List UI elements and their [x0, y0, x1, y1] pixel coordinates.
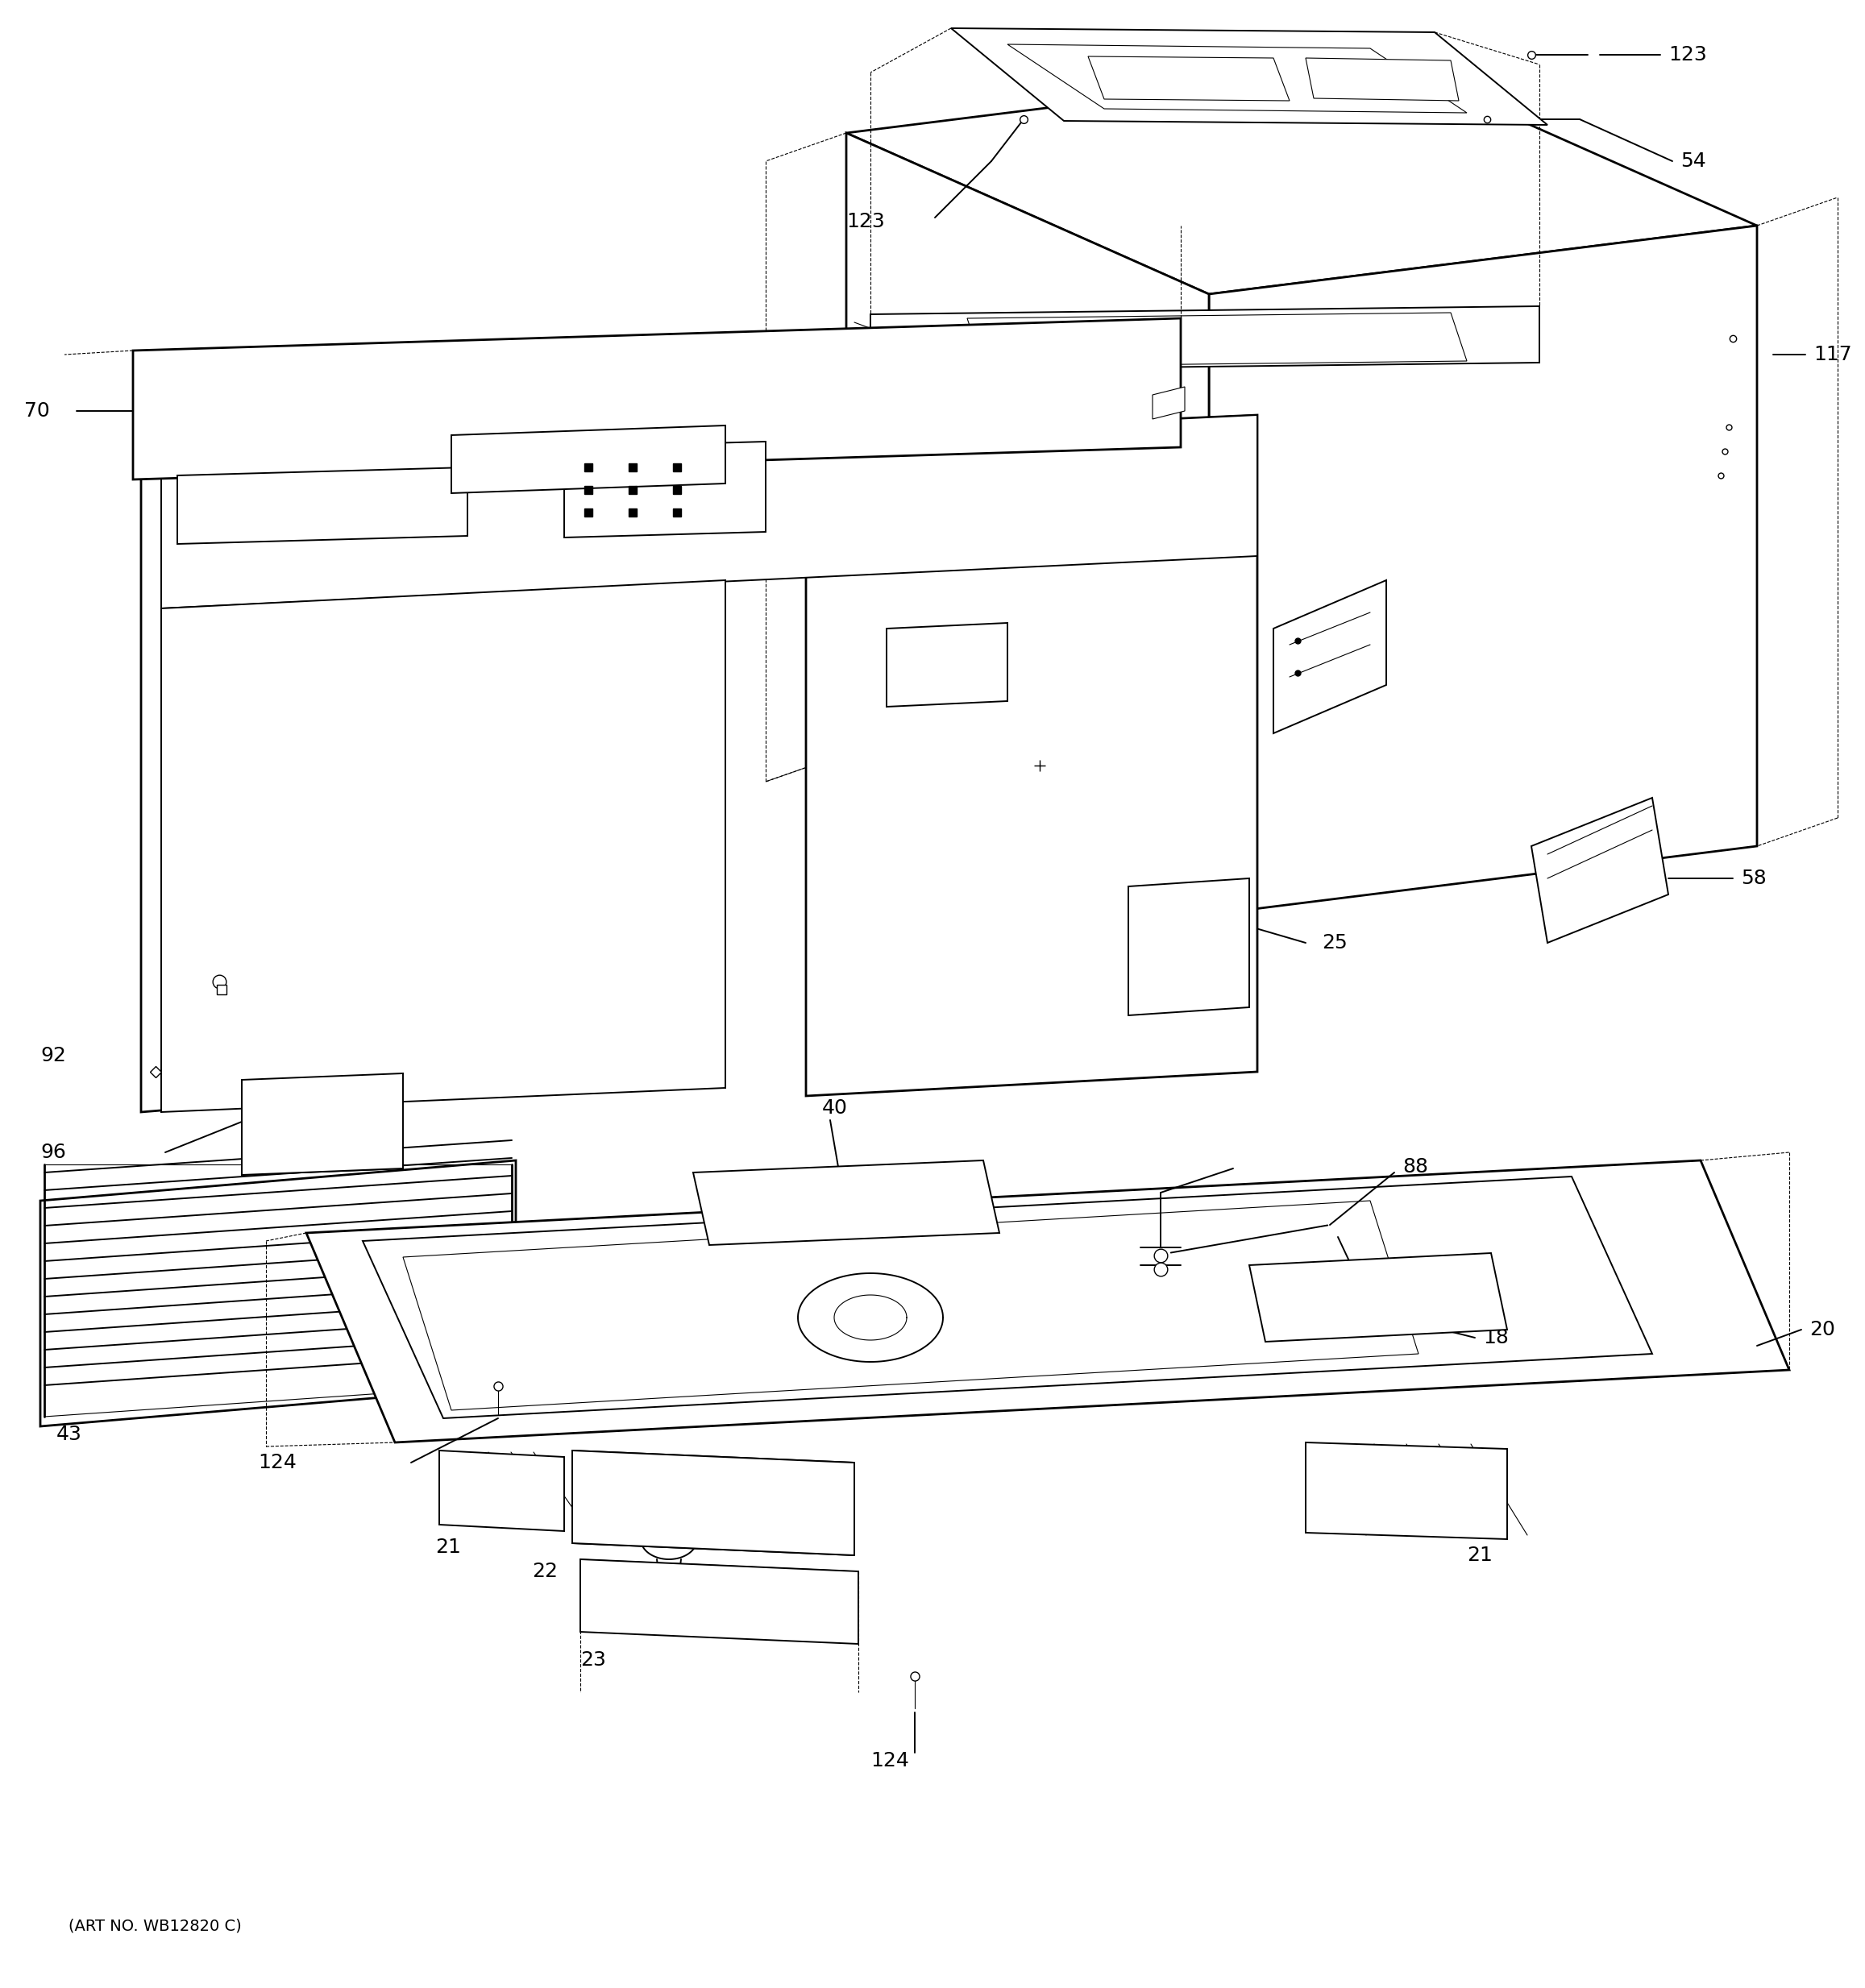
Text: 58: 58 [1740, 869, 1766, 889]
Text: 21: 21 [1468, 1545, 1492, 1565]
Polygon shape [694, 1161, 1000, 1244]
Polygon shape [1007, 44, 1468, 113]
Text: 20: 20 [1809, 1320, 1835, 1340]
Polygon shape [565, 441, 767, 537]
Polygon shape [142, 435, 806, 1111]
Text: (ART NO. WB12820 C): (ART NO. WB12820 C) [69, 1918, 242, 1934]
Polygon shape [1274, 580, 1386, 734]
Polygon shape [1153, 388, 1184, 419]
Polygon shape [132, 318, 1181, 479]
Polygon shape [177, 467, 468, 545]
Polygon shape [580, 1559, 858, 1644]
Text: 19: 19 [636, 1594, 662, 1614]
Text: 123: 123 [1669, 46, 1706, 64]
Text: 23: 23 [580, 1650, 606, 1670]
Text: 117: 117 [1813, 344, 1852, 364]
Polygon shape [1250, 1252, 1507, 1342]
Polygon shape [1306, 58, 1458, 101]
Text: 22: 22 [532, 1563, 558, 1580]
Text: 124: 124 [871, 1751, 908, 1771]
Text: 25: 25 [1322, 932, 1347, 952]
Text: 123: 123 [847, 213, 884, 231]
Polygon shape [847, 133, 1209, 914]
Polygon shape [951, 28, 1548, 125]
Text: 43: 43 [56, 1425, 82, 1443]
Polygon shape [440, 1451, 565, 1531]
Polygon shape [968, 312, 1468, 366]
Polygon shape [806, 415, 1257, 1095]
Polygon shape [403, 1201, 1419, 1409]
Polygon shape [451, 425, 725, 493]
Polygon shape [573, 1451, 854, 1555]
Polygon shape [871, 306, 1539, 370]
Polygon shape [1531, 797, 1669, 942]
Polygon shape [886, 622, 1007, 706]
Polygon shape [306, 1161, 1789, 1443]
Text: 70: 70 [24, 402, 50, 421]
Polygon shape [242, 1074, 403, 1175]
Polygon shape [41, 1161, 517, 1425]
Polygon shape [847, 64, 1757, 294]
Polygon shape [160, 580, 725, 1111]
Text: 18: 18 [1483, 1328, 1509, 1348]
Polygon shape [1087, 56, 1289, 101]
Text: 88: 88 [1402, 1157, 1429, 1177]
Polygon shape [1128, 879, 1250, 1016]
Polygon shape [1306, 1443, 1507, 1539]
Text: 40: 40 [822, 1097, 849, 1117]
Polygon shape [362, 1177, 1652, 1417]
Text: 124: 124 [257, 1453, 297, 1473]
Polygon shape [1209, 225, 1757, 914]
Polygon shape [160, 415, 1257, 608]
Text: 96: 96 [41, 1143, 65, 1163]
Text: 92: 92 [41, 1046, 65, 1066]
Text: 21: 21 [435, 1537, 461, 1557]
Text: 54: 54 [1680, 151, 1706, 171]
